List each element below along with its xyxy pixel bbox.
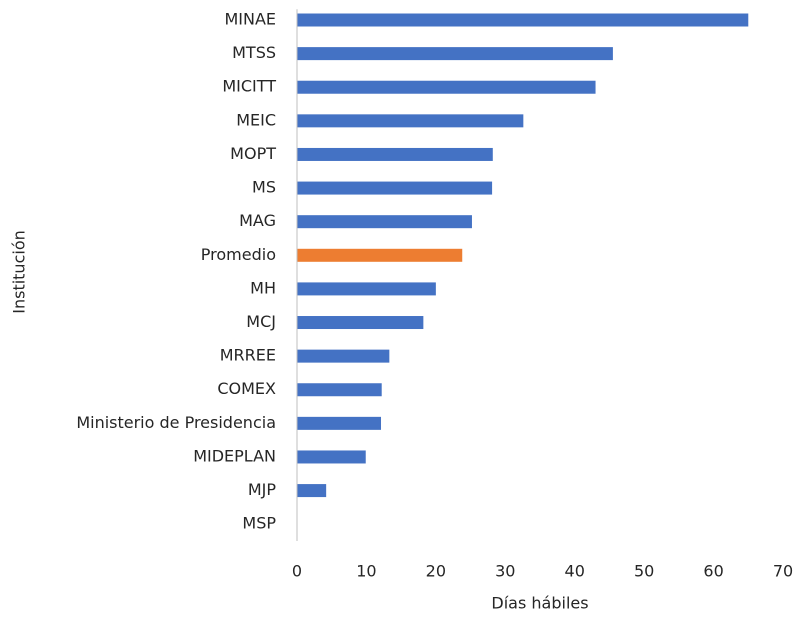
x-axis-title: Días hábiles [491, 594, 588, 613]
bar [297, 383, 382, 397]
bar [297, 416, 382, 430]
bar [297, 114, 524, 128]
x-tick-label: 70 [773, 562, 793, 581]
y-tick-label: MICITT [222, 77, 276, 96]
bar [297, 215, 472, 229]
x-tick-label: 50 [634, 562, 654, 581]
bar [297, 484, 327, 498]
y-tick-label: MH [250, 278, 276, 297]
y-tick-label: MSP [242, 514, 276, 533]
x-tick-label: 10 [356, 562, 376, 581]
y-tick-label: MRREE [220, 346, 276, 365]
y-tick-label: MCJ [246, 312, 276, 331]
bar [297, 181, 493, 195]
y-tick-label: MAG [239, 211, 276, 230]
bar [297, 450, 366, 464]
bar [297, 282, 436, 296]
x-tick-label: 60 [703, 562, 723, 581]
y-tick-label: MS [252, 178, 276, 197]
bar [297, 80, 596, 94]
bar [297, 248, 463, 262]
y-tick-label: MINAE [224, 10, 276, 29]
y-tick-label: MEIC [236, 110, 276, 129]
x-tick-label: 30 [495, 562, 515, 581]
y-tick-label: MIDEPLAN [193, 446, 276, 465]
y-tick-label: Promedio [201, 245, 276, 264]
bar [297, 13, 749, 27]
bar [297, 316, 424, 330]
y-tick-label: COMEX [217, 379, 276, 398]
x-tick-label: 40 [565, 562, 585, 581]
y-axis-title: Institución [10, 230, 29, 314]
x-tick-label: 20 [426, 562, 446, 581]
bar [297, 349, 390, 363]
x-tick-label: 0 [292, 562, 302, 581]
y-tick-label: MTSS [232, 43, 276, 62]
y-tick-label: Ministerio de Presidencia [76, 413, 276, 432]
bar [297, 47, 613, 61]
bar [297, 147, 493, 161]
y-tick-label: MOPT [230, 144, 276, 163]
y-tick-label: MJP [248, 480, 277, 499]
